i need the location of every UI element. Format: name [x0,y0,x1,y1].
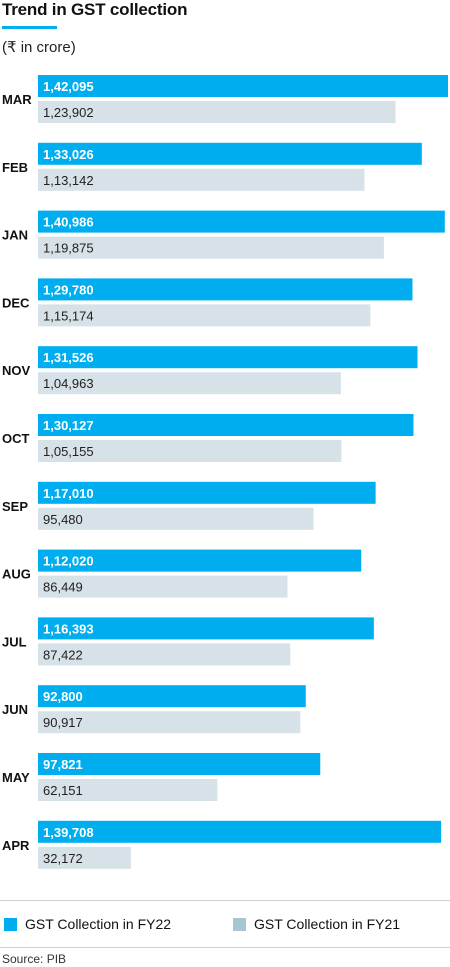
value-label-fy22: 1,29,780 [43,282,94,297]
bar-fy21 [38,846,131,869]
bar-fy21 [38,372,341,395]
value-label-fy21: 90,917 [43,715,83,730]
chart-title: Trend in GST collection [2,0,188,19]
bar-fy21 [38,643,291,666]
legend-item-fy22: GST Collection in FY22 [4,916,171,932]
category-label: APR [2,838,30,853]
category-label: FEB [2,160,28,175]
value-label-fy22: 1,42,095 [43,79,94,94]
bar-fy22 [38,481,376,504]
value-label-fy22: 1,17,010 [43,486,94,501]
bar-fy21 [38,440,342,462]
value-label-fy22: 1,40,986 [43,215,94,230]
value-label-fy22: 1,30,127 [43,418,94,433]
legend-swatch-fy22 [4,917,17,931]
category-label: JUN [2,702,28,717]
value-label-fy21: 87,422 [43,647,83,662]
legend-label-fy22: GST Collection in FY22 [25,916,172,932]
category-label: JUL [2,634,27,649]
value-label-fy21: 86,449 [43,580,83,595]
bar-fy21 [38,304,371,327]
value-label-fy21: 62,151 [43,783,83,798]
category-label: MAY [2,770,30,785]
bar-chart: MAR 1,42,095 1,23,902 FEB 1,33,026 1,13,142 JA… [2,75,448,869]
bar-fy22 [38,685,306,708]
legend-swatch-fy21 [233,917,246,931]
value-label-fy21: 1,13,142 [43,173,94,188]
category-label: JAN [2,228,28,243]
category-label: OCT [2,431,30,446]
bar-fy21 [38,779,218,801]
bar-fy22 [38,753,321,775]
bar-fy22 [38,820,442,843]
bar-fy22 [38,142,422,165]
bar-fy22 [38,278,413,301]
category-label: DEC [2,295,30,310]
bar-fy21 [38,236,384,259]
value-label-fy22: 97,821 [43,757,83,772]
bar-fy21 [38,101,396,123]
bar-fy21 [38,711,301,734]
value-label-fy22: 1,12,020 [43,554,94,569]
value-label-fy22: 1,16,393 [43,621,94,636]
value-label-fy21: 1,19,875 [43,241,94,256]
bar-fy22 [38,75,448,97]
value-label-fy21: 1,15,174 [43,308,94,323]
bar-fy22 [38,549,362,572]
value-label-fy21: 1,04,963 [43,376,94,391]
legend-item-fy21: GST Collection in FY21 [233,916,400,932]
category-label: AUG [2,567,31,582]
value-label-fy22: 1,33,026 [43,147,94,162]
bar-fy22 [38,210,445,233]
value-label-fy21: 1,23,902 [43,105,94,120]
value-label-fy21: 95,480 [43,512,83,527]
bar-fy22 [38,617,374,640]
legend: GST Collection in FY22 GST Collection in… [0,900,450,948]
bar-fy21 [38,507,314,530]
value-label-fy22: 1,31,526 [43,350,94,365]
chart-subtitle: (₹ in crore) [2,39,76,56]
source-note: Source: PIB [2,952,67,966]
title-underline [2,26,57,29]
value-label-fy22: 1,39,708 [43,825,94,840]
value-label-fy21: 32,172 [43,851,83,866]
bar-fy21 [38,575,288,598]
category-label: SEP [2,499,28,514]
value-label-fy22: 92,800 [43,689,83,704]
value-label-fy21: 1,05,155 [43,444,94,459]
bar-fy22 [38,346,418,369]
category-label: NOV [2,363,31,378]
legend-label-fy21: GST Collection in FY21 [254,916,401,932]
category-label: MAR [2,92,32,107]
bar-fy21 [38,168,365,191]
bar-fy22 [38,414,414,436]
